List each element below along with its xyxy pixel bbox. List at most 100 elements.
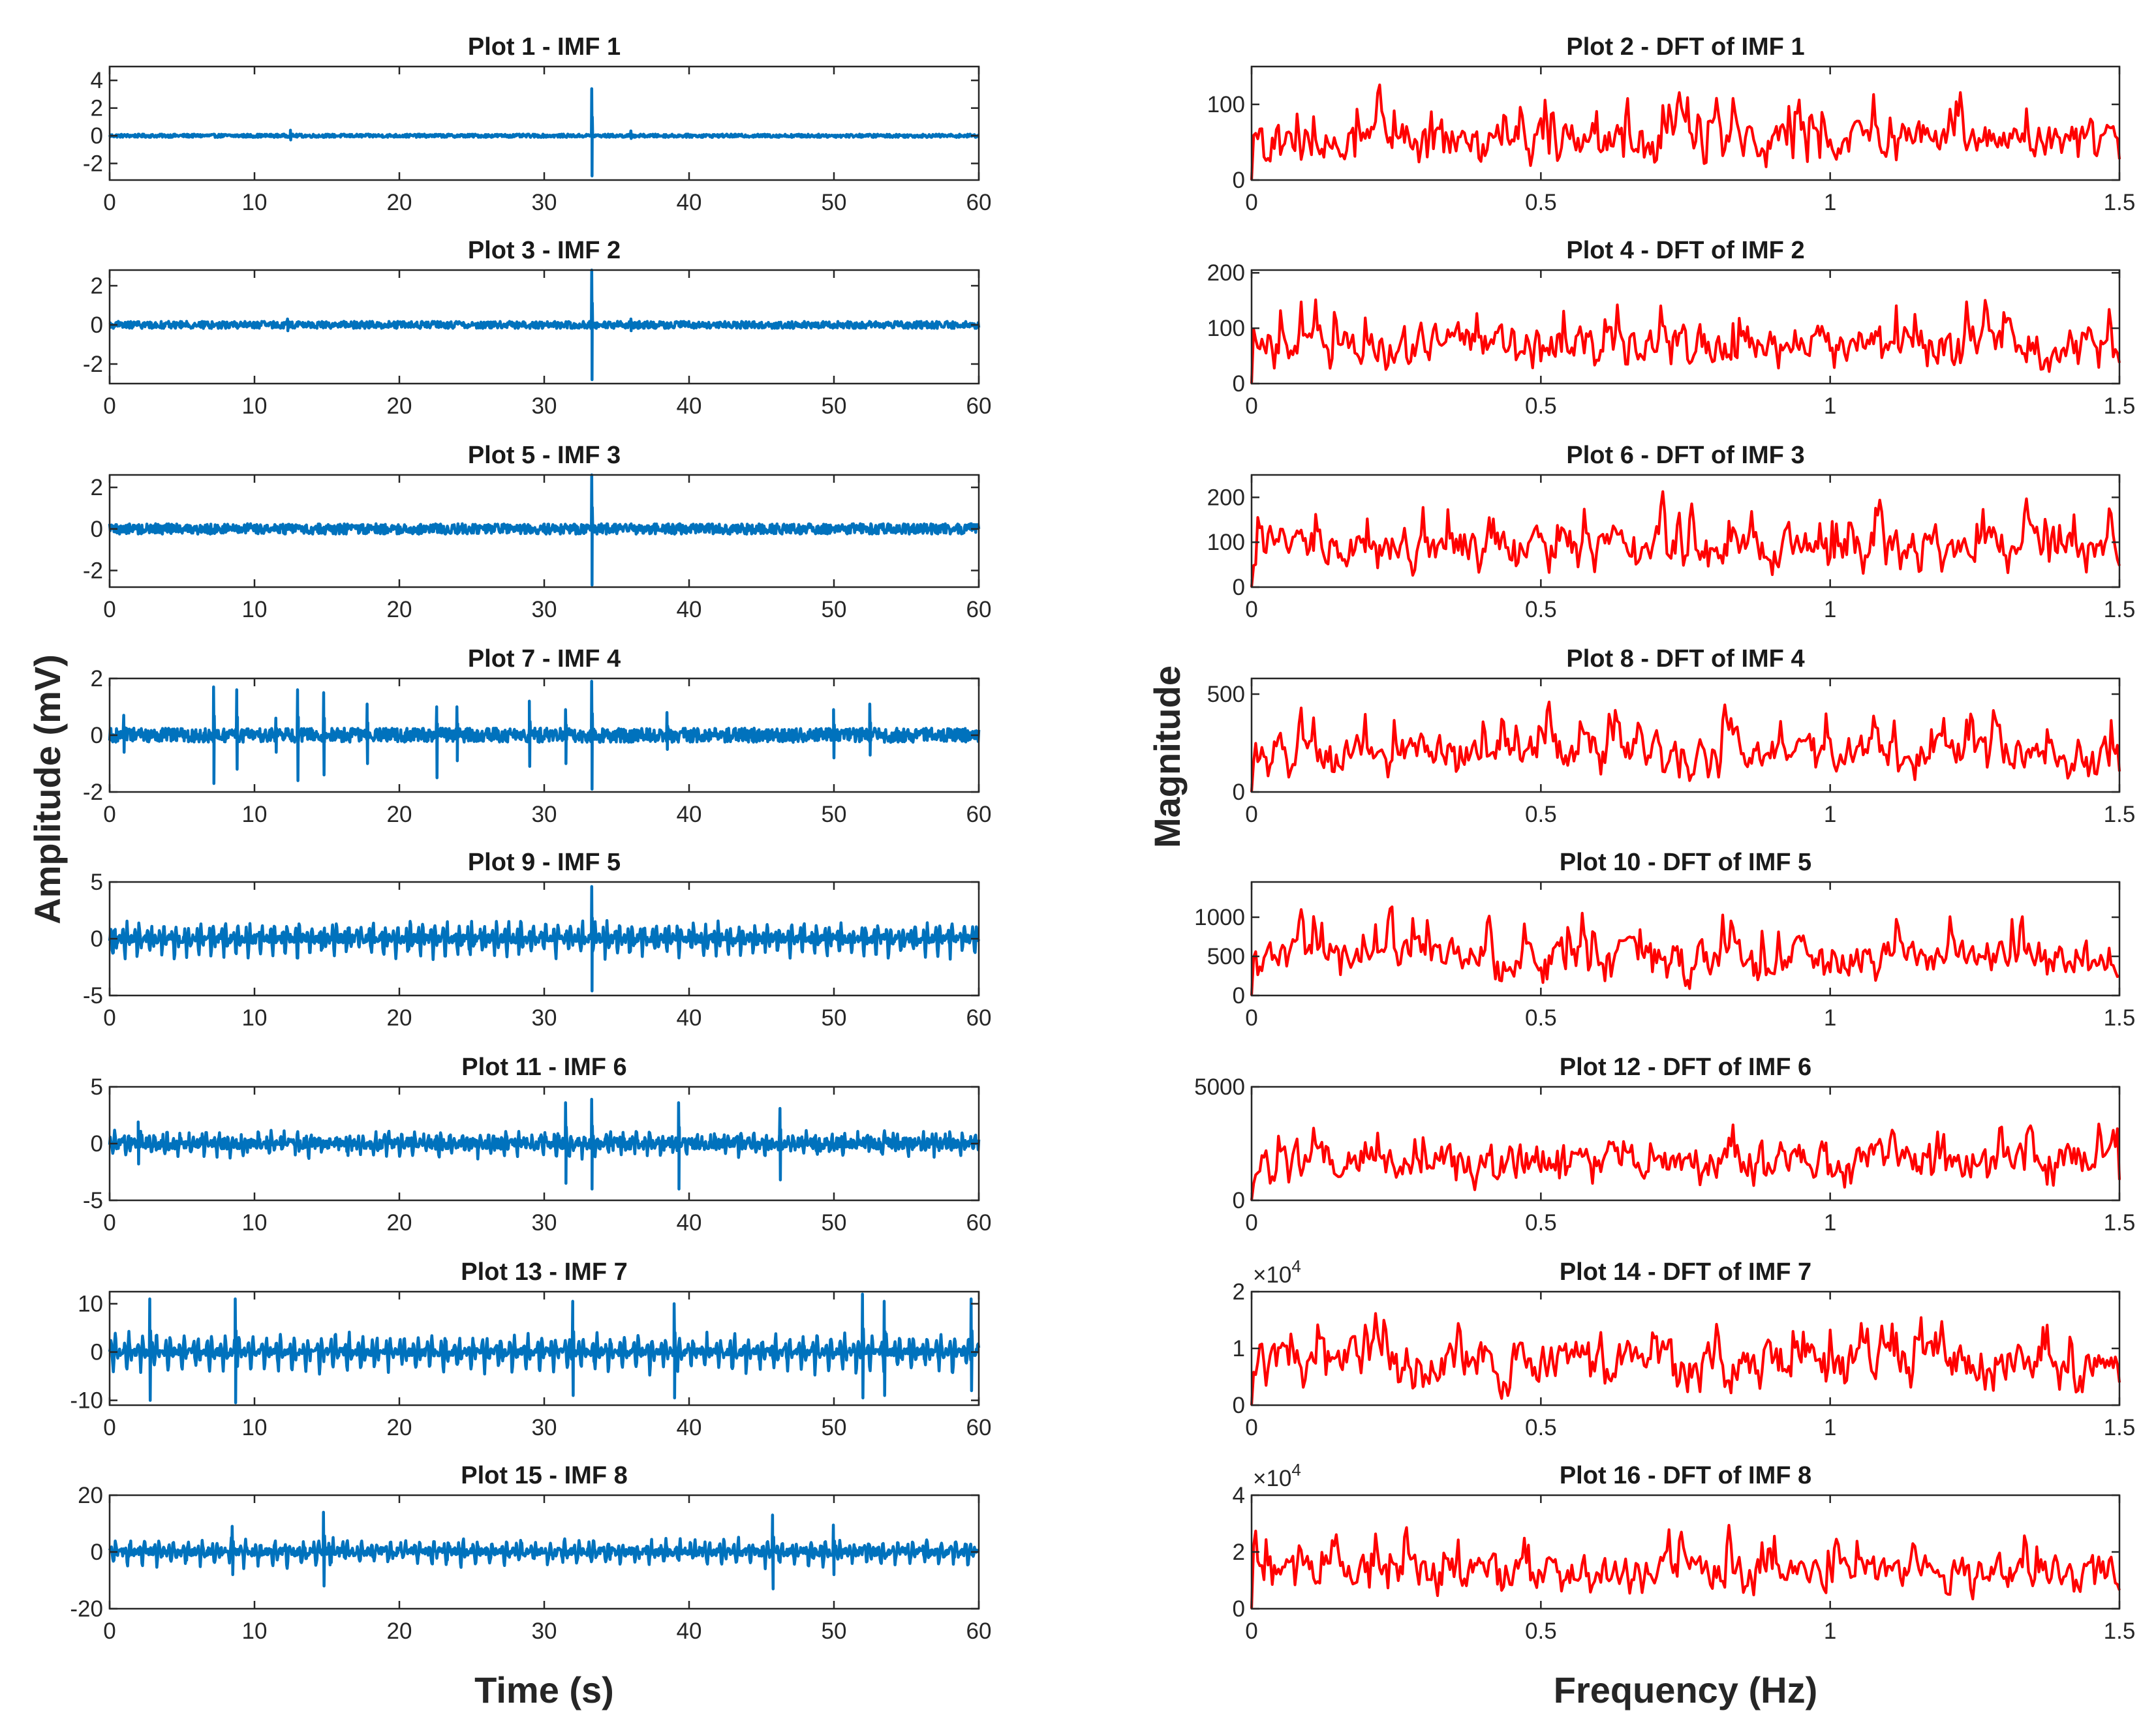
x-tick-label: 60 xyxy=(966,1415,992,1440)
x-tick-label: 40 xyxy=(677,1210,702,1236)
y-tick-label: 0 xyxy=(91,123,103,149)
y-tick-label: -2 xyxy=(83,151,103,177)
panel-6: Plot 6 - DFT of IMF 3 0 0.5 1 1.5 0 100 200 xyxy=(1207,442,2136,622)
y-tick-label: 20 xyxy=(78,1483,103,1508)
y-tick-label: 2 xyxy=(91,273,103,299)
left-xlabel: Time (s) xyxy=(474,1669,614,1710)
x-tick-label: 60 xyxy=(966,1618,992,1644)
x-tick-label: 50 xyxy=(822,1005,847,1031)
x-tick-label: 50 xyxy=(822,1415,847,1440)
y-tick-label: 200 xyxy=(1207,260,1245,286)
series-line xyxy=(1250,1312,2121,1406)
plot-title: Plot 14 - DFT of IMF 7 xyxy=(1560,1258,1811,1286)
y-tick-label: 0 xyxy=(91,1340,103,1365)
y-tick-label: 0 xyxy=(1233,575,1245,600)
x-tick-label: 1 xyxy=(1824,1618,1836,1644)
y-tick-label: 2 xyxy=(91,96,103,121)
y-tick-label: 1 xyxy=(1233,1336,1245,1361)
series-line xyxy=(108,268,981,382)
x-tick-label: 1.5 xyxy=(2104,1415,2136,1440)
x-tick-label: 10 xyxy=(242,1415,268,1440)
x-tick-label: 50 xyxy=(822,1618,847,1644)
panel-12: Plot 12 - DFT of IMF 6 0 0.5 1 1.5 0 5000 xyxy=(1194,1054,2135,1236)
axes-frame xyxy=(1250,1086,2121,1202)
y-tick-label: 5 xyxy=(91,870,103,895)
panel-9: Plot 9 - IMF 50 10 20 30 40 50 60-505 xyxy=(83,849,992,1031)
plot-title: Plot 5 - IMF 3 xyxy=(468,442,621,469)
x-tick-label: 0.5 xyxy=(1525,1415,1557,1440)
x-tick-label: 20 xyxy=(387,597,412,622)
panel-7: Plot 7 - IMF 40 10 20 30 40 50 60-202 xyxy=(83,645,992,827)
x-tick-label: 1 xyxy=(1824,1005,1836,1031)
x-tick-label: 20 xyxy=(387,393,412,419)
x-tick-label: 10 xyxy=(242,597,268,622)
x-tick-label: 1 xyxy=(1824,802,1836,827)
y-tick-label: 0 xyxy=(1233,1596,1245,1622)
y-tick-label: 0 xyxy=(91,517,103,542)
series-line xyxy=(1250,490,2121,588)
y-tick-label: 1000 xyxy=(1194,905,1245,930)
x-tick-label: 30 xyxy=(532,1618,557,1644)
x-tick-label: 0.5 xyxy=(1525,190,1557,215)
plot-title: Plot 2 - DFT of IMF 1 xyxy=(1566,33,1804,61)
x-tick-label: 0 xyxy=(1245,802,1257,827)
y-tick-label: -2 xyxy=(83,780,103,805)
x-tick-label: 10 xyxy=(242,190,268,215)
panel-10: Plot 10 - DFT of IMF 5 0 0.5 1 1.5 0 500 1000 xyxy=(1194,849,2135,1031)
plot-title: Plot 10 - DFT of IMF 5 xyxy=(1560,849,1811,876)
axes-frame xyxy=(1250,474,2121,588)
series-line xyxy=(1250,905,2120,996)
plot-title: Plot 6 - DFT of IMF 3 xyxy=(1566,442,1804,469)
panel-3: Plot 3 - IMF 20 10 20 30 40 50 60-202 xyxy=(83,237,992,419)
plot-title: Plot 15 - IMF 8 xyxy=(461,1462,627,1489)
y-tick-label: 200 xyxy=(1207,485,1245,510)
x-tick-label: 0 xyxy=(1245,1210,1257,1236)
x-tick-label: 50 xyxy=(822,393,847,419)
y-tick-label: 100 xyxy=(1207,530,1245,555)
y-tick-label: 0 xyxy=(1233,168,1245,193)
plot-title: Plot 1 - IMF 1 xyxy=(468,33,621,61)
x-tick-label: 0 xyxy=(1245,1005,1257,1031)
x-tick-label: 50 xyxy=(822,597,847,622)
x-tick-label: 1.5 xyxy=(2104,393,2136,419)
y-tick-label: 0 xyxy=(1233,1393,1245,1418)
x-tick-label: 60 xyxy=(966,190,992,215)
x-tick-label: 0.5 xyxy=(1525,393,1557,419)
x-tick-label: 50 xyxy=(822,190,847,215)
series-line xyxy=(1250,84,2121,181)
x-tick-label: 1 xyxy=(1824,1210,1836,1236)
x-tick-label: 1 xyxy=(1824,597,1836,622)
plot-title: Plot 3 - IMF 2 xyxy=(468,237,621,264)
y-tick-label: 0 xyxy=(1233,780,1245,805)
x-tick-label: 0.5 xyxy=(1525,1618,1557,1644)
panel-4: Plot 4 - DFT of IMF 2 0 0.5 1 1.5 0 100 200 xyxy=(1207,237,2136,419)
right-xlabel: Frequency (Hz) xyxy=(1554,1669,1818,1710)
y-tick-label: 0 xyxy=(1233,983,1245,1009)
y-tick-label: -5 xyxy=(83,983,103,1009)
y-tick-label: 500 xyxy=(1207,944,1245,969)
x-tick-label: 0 xyxy=(103,1210,116,1236)
axes-frame xyxy=(1250,65,2121,181)
x-tick-label: 0 xyxy=(103,393,116,419)
y-tick-label: 4 xyxy=(1233,1483,1245,1508)
y-tick-label: 100 xyxy=(1207,92,1245,117)
y-tick-label: -5 xyxy=(83,1188,103,1213)
x-tick-label: 30 xyxy=(532,1210,557,1236)
series-line xyxy=(1250,298,2121,384)
x-tick-label: 1 xyxy=(1824,1415,1836,1440)
panel-11: Plot 11 - IMF 60 10 20 30 40 50 60-505 xyxy=(83,1054,992,1236)
y-tick-label: -20 xyxy=(70,1596,103,1622)
left-ylabel: Amplitude (mV) xyxy=(27,654,68,924)
y-tick-label: -10 xyxy=(70,1388,103,1414)
series-line xyxy=(108,87,980,177)
x-tick-label: 0.5 xyxy=(1525,1005,1557,1031)
y-tick-label: 0 xyxy=(1233,1188,1245,1213)
x-tick-label: 20 xyxy=(387,190,412,215)
x-tick-label: 1.5 xyxy=(2104,597,2136,622)
y-tick-label: 2 xyxy=(1233,1540,1245,1565)
y-tick-label: 5000 xyxy=(1194,1074,1245,1100)
series-line xyxy=(108,1097,981,1191)
plot-title: Plot 9 - IMF 5 xyxy=(468,849,621,876)
